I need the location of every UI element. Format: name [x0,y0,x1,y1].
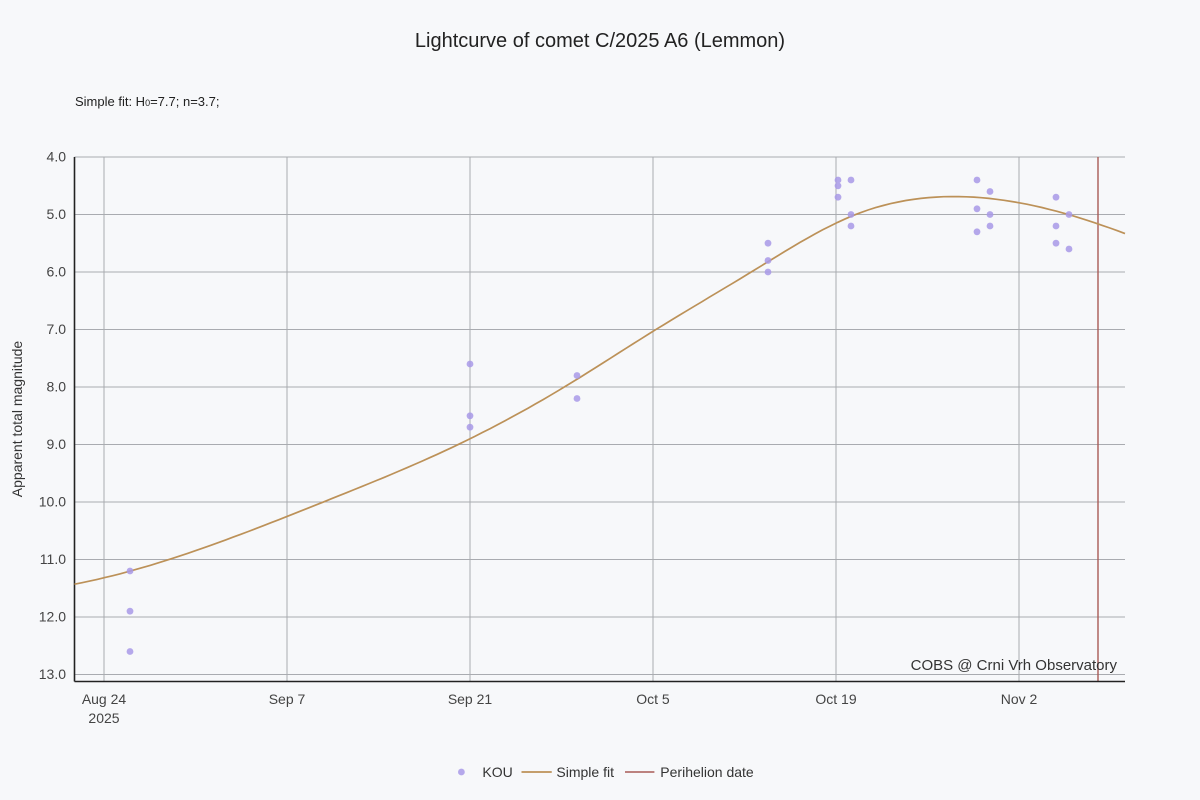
svg-text:9.0: 9.0 [47,436,67,452]
svg-text:6.0: 6.0 [47,264,67,280]
svg-text:7.0: 7.0 [47,321,67,337]
svg-text:Oct 19: Oct 19 [815,691,856,707]
svg-text:11.0: 11.0 [40,551,66,567]
svg-text:Aug 24: Aug 24 [82,691,127,707]
svg-text:Sep 7: Sep 7 [269,691,306,707]
svg-text:4.0: 4.0 [47,149,67,165]
svg-text:12.0: 12.0 [39,609,66,625]
svg-text:KOU: KOU [482,764,512,780]
svg-text:10.0: 10.0 [39,494,66,510]
svg-text:Perihelion date: Perihelion date [660,764,754,780]
svg-text:8.0: 8.0 [47,379,67,395]
svg-text:13.0: 13.0 [39,666,66,682]
svg-text:5.0: 5.0 [47,206,67,222]
svg-text:Simple fit: Simple fit [556,764,614,780]
svg-text:Oct 5: Oct 5 [636,691,670,707]
svg-text:2025: 2025 [88,710,119,726]
svg-text:Apparent total magnitude: Apparent total magnitude [9,341,25,498]
svg-text:Nov 2: Nov 2 [1001,691,1038,707]
svg-text:Sep 21: Sep 21 [448,691,493,707]
svg-text:COBS @ Crni Vrh Observatory: COBS @ Crni Vrh Observatory [911,657,1118,674]
